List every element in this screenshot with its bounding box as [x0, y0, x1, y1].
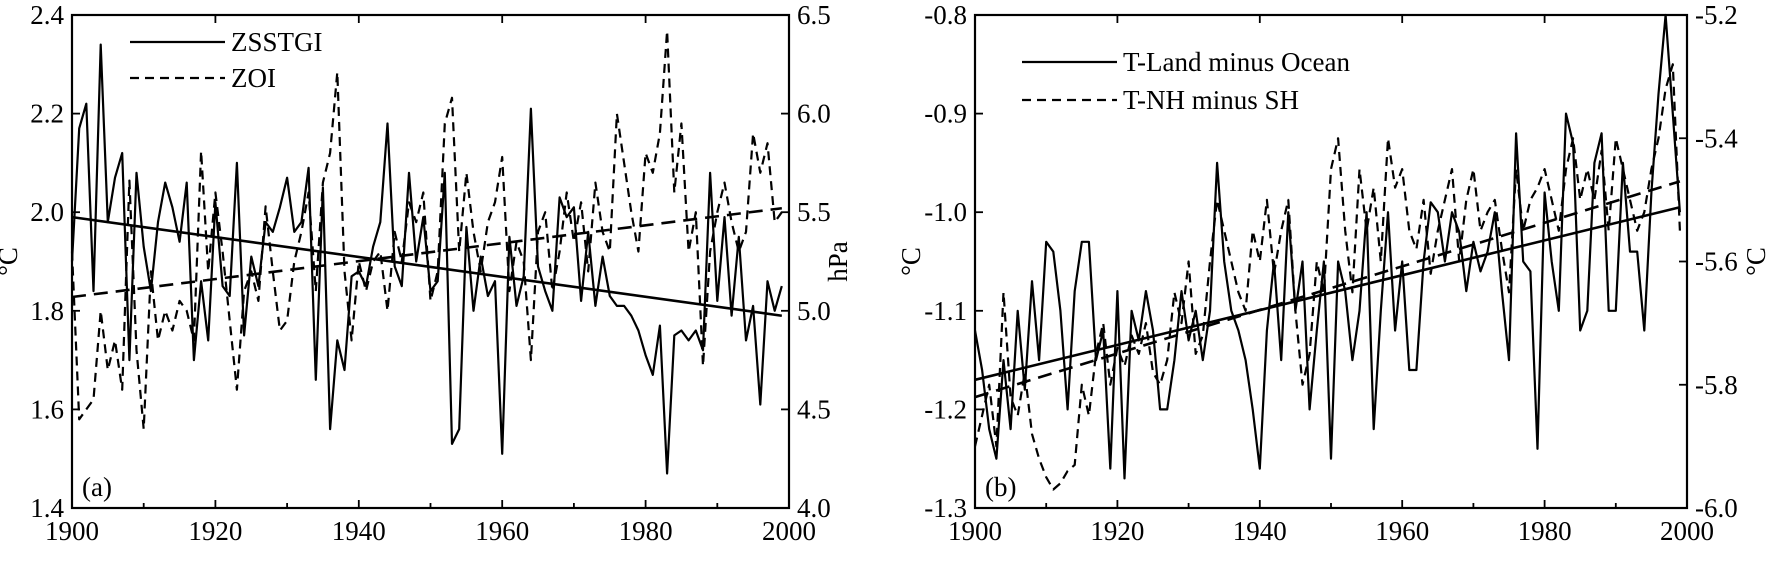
panel-a: 1900 1920 1940 1960 1980 2000 1.4 1.6 1.8 2.0 2.2 2… [0, 0, 853, 546]
x-tick-label: 1900 [948, 516, 1002, 546]
y-right-tick-label: 6.5 [797, 0, 831, 30]
x-tick-label: 2000 [762, 516, 816, 546]
y-left-tick-label: -1.2 [924, 394, 967, 424]
y-left-tick-label: -1.3 [924, 493, 967, 523]
y-right-axis-title: °C [1741, 247, 1771, 276]
y-right-tick-label: 4.0 [797, 493, 831, 523]
y-left-tick-label: 2.2 [30, 99, 64, 129]
y-left-tick-label: -1.1 [924, 296, 967, 326]
y-right-tick-label: 5.5 [797, 197, 831, 227]
y-right-tick-label: 5.0 [797, 296, 831, 326]
legend-label: T-NH minus SH [1123, 85, 1299, 115]
y-left-tick-label: 2.4 [30, 0, 64, 30]
x-tick-label: 1900 [45, 516, 99, 546]
legend: ZSSTGI ZOI [130, 27, 323, 93]
series-line-solid [973, 13, 1681, 480]
legend-label: ZSSTGI [231, 27, 323, 57]
plot-frame [70, 13, 791, 510]
trend-line-solid [974, 206, 1681, 382]
x-tick-label: 1980 [619, 516, 673, 546]
y-left-axis-title: °C [896, 247, 926, 276]
y-left-tick-label: 1.8 [30, 296, 64, 326]
y-right-tick-label: -5.8 [1695, 370, 1738, 400]
y-right-tick-label: -5.2 [1695, 0, 1738, 30]
legend-label: T-Land minus Ocean [1123, 47, 1350, 77]
y-right-tick-label: -5.6 [1695, 247, 1738, 277]
y-left-tick-label: 1.6 [30, 394, 64, 424]
y-left-tick-label: -0.9 [924, 99, 967, 129]
panel-label: (a) [82, 472, 112, 502]
x-tick-label: 1920 [188, 516, 242, 546]
y-right-tick-label: 6.0 [797, 99, 831, 129]
trend-line-solid [71, 215, 783, 318]
series-line-dashed [70, 29, 783, 431]
x-tick-label: 2000 [1660, 516, 1714, 546]
series-line-dashed [973, 63, 1681, 491]
legend: T-Land minus Ocean T-NH minus SH [1022, 47, 1350, 115]
x-tick-label: 1980 [1518, 516, 1572, 546]
y-left-tick-label: 1.4 [30, 493, 64, 523]
y-left-axis-title: °C [0, 247, 23, 276]
x-tick-label: 1920 [1090, 516, 1144, 546]
x-tick-label: 1940 [1233, 516, 1287, 546]
y-right-tick-label: -5.4 [1695, 123, 1738, 153]
trend-line-dashed [71, 206, 782, 299]
series-line-solid [70, 43, 783, 475]
y-right-axis-title: hPa [823, 241, 853, 282]
y-left-tick-label: 2.0 [30, 197, 64, 227]
y-right-tick-label: -6.0 [1695, 493, 1738, 523]
panel-b: 1900 1920 1940 1960 1980 2000 -1.3 -1.2 -1.1 -1.0… [896, 0, 1771, 546]
x-tick-label: 1960 [1375, 516, 1429, 546]
panel-label: (b) [985, 472, 1016, 502]
legend-label: ZOI [231, 63, 276, 93]
y-right-tick-label: 4.5 [797, 394, 831, 424]
y-left-tick-label: -1.0 [924, 197, 967, 227]
x-tick-label: 1960 [475, 516, 529, 546]
x-tick-label: 1940 [332, 516, 386, 546]
y-left-tick-label: -0.8 [924, 0, 967, 30]
trend-line-dashed [974, 180, 1681, 399]
